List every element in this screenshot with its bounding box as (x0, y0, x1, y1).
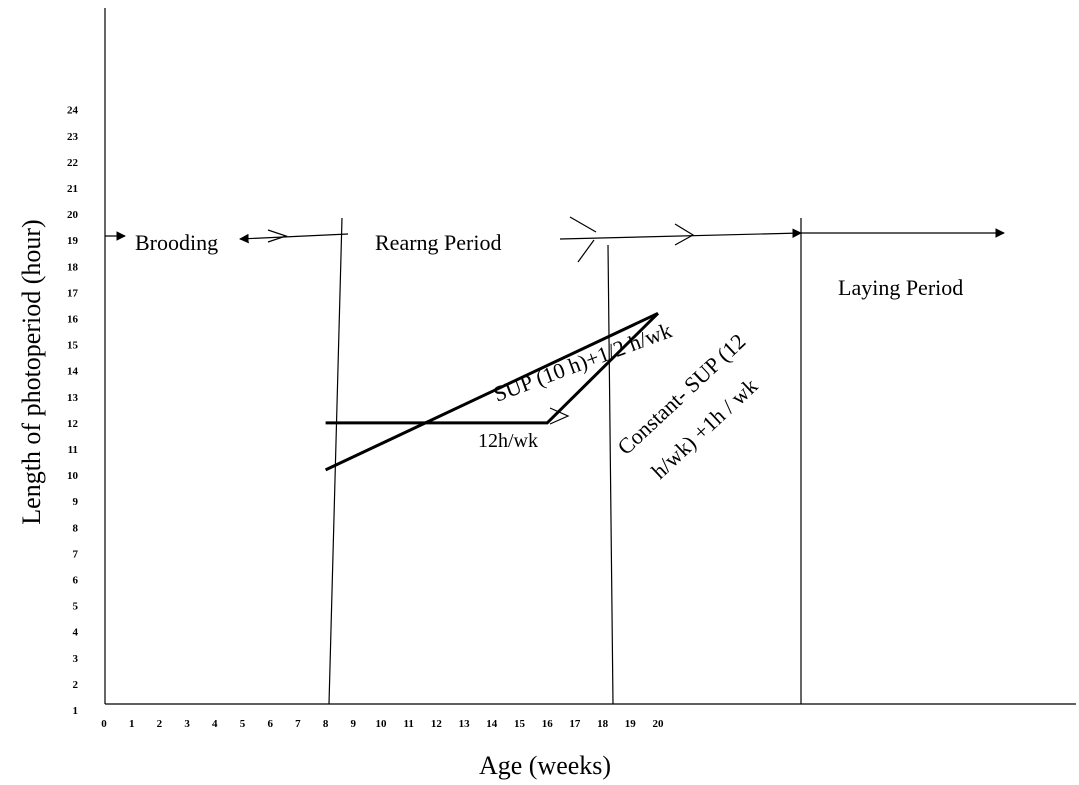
x-tick-label: 19 (625, 718, 637, 730)
brooding-arrow-chevron (267, 229, 288, 243)
y-tick-label: 4 (73, 627, 79, 639)
y-tick-label: 1 (73, 705, 79, 717)
sup-line-label: SUP (10 h)+1/2 h/wk (490, 317, 675, 406)
x-tick-label: 18 (597, 718, 609, 730)
brooding-end-arrow (239, 233, 349, 244)
y-tick-label: 8 (73, 522, 79, 534)
rearing-arrow-chevron (674, 223, 695, 246)
y-tick-label: 18 (67, 261, 79, 273)
x-tick-label: 9 (351, 718, 357, 730)
x-tick-label: 15 (514, 718, 526, 730)
y-tick-label: 15 (67, 340, 79, 352)
x-tick-label: 4 (212, 718, 218, 730)
rearing-arrow (559, 228, 802, 240)
boundary-line-week-16 (607, 244, 614, 705)
y-tick-label: 24 (67, 105, 79, 117)
x-tick-label: 6 (267, 718, 273, 730)
brooding-label: Brooding (135, 230, 218, 255)
y-tick-label: 17 (67, 287, 79, 299)
y-tick-label: 10 (67, 470, 79, 482)
rearing-slash-upper (569, 216, 597, 233)
x-tick-label: 1 (129, 718, 135, 730)
x-axis-title: Age (weeks) (479, 751, 611, 780)
rearing-slash-lower (577, 239, 595, 263)
x-tick-label: 17 (569, 718, 581, 730)
y-tick-label: 7 (73, 548, 79, 560)
y-tick-label: 12 (67, 418, 79, 430)
x-tick-label: 2 (157, 718, 163, 730)
rearing-label: Rearng Period (375, 230, 501, 255)
y-tick-label: 22 (67, 157, 79, 169)
y-tick-label: 13 (67, 392, 79, 404)
x-tick-label: 3 (184, 718, 190, 730)
y-tick-label: 19 (67, 235, 79, 247)
x-tick-labels: 0 1 2 3 4 5 6 7 8 9 10 11 12 13 14 15 16 17 18 19 20 (101, 718, 664, 730)
x-tick-label: 5 (240, 718, 246, 730)
y-tick-label: 20 (67, 209, 79, 221)
y-tick-label: 21 (67, 183, 78, 195)
x-tick-label: 13 (459, 718, 471, 730)
y-tick-label: 3 (73, 653, 79, 665)
series-line-sup (324, 311, 659, 472)
x-tick-label: 10 (376, 718, 388, 730)
series-group (324, 311, 660, 472)
y-tick-label: 6 (73, 575, 79, 587)
x-tick-label: 20 (653, 718, 665, 730)
x-tick-label: 12 (431, 718, 443, 730)
x-tick-label: 8 (323, 718, 329, 730)
y-tick-label: 14 (67, 366, 79, 378)
y-axis-title: Length of photoperiod (hour) (17, 219, 46, 524)
series-line-constant-sup (325, 312, 660, 425)
constant-12h-label: 12h/wk (478, 430, 538, 452)
x-tick-label: 0 (101, 718, 107, 730)
x-tick-label: 11 (403, 718, 413, 730)
x-tick-label: 16 (542, 718, 554, 730)
y-tick-label: 5 (73, 601, 79, 613)
y-tick-label: 11 (68, 444, 78, 456)
y-tick-label: 9 (73, 496, 79, 508)
boundary-line-week-8 (328, 217, 343, 705)
y-tick-label: 23 (67, 131, 79, 143)
y-tick-label: 16 (67, 314, 79, 326)
x-tick-label: 7 (295, 718, 301, 730)
constant-line-chevron (549, 407, 570, 425)
y-tick-label: 2 (73, 679, 79, 691)
x-tick-label: 14 (486, 718, 498, 730)
laying-label: Laying Period (838, 275, 963, 300)
